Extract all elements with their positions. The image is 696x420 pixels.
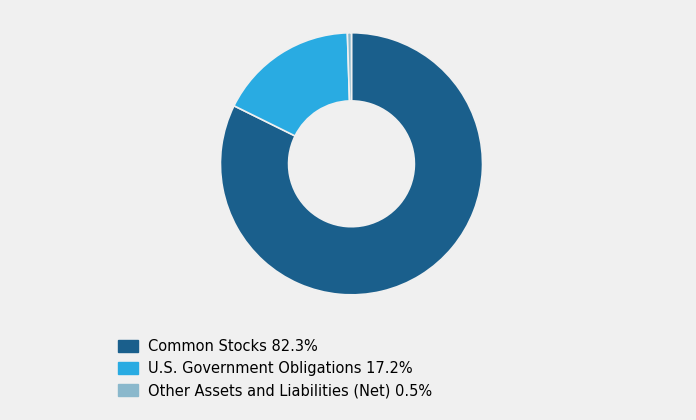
Legend: Common Stocks 82.3%, U.S. Government Obligations 17.2%, Other Assets and Liabili: Common Stocks 82.3%, U.S. Government Obl… [111,333,438,404]
Wedge shape [221,33,482,295]
Wedge shape [347,33,351,101]
Wedge shape [234,33,349,136]
